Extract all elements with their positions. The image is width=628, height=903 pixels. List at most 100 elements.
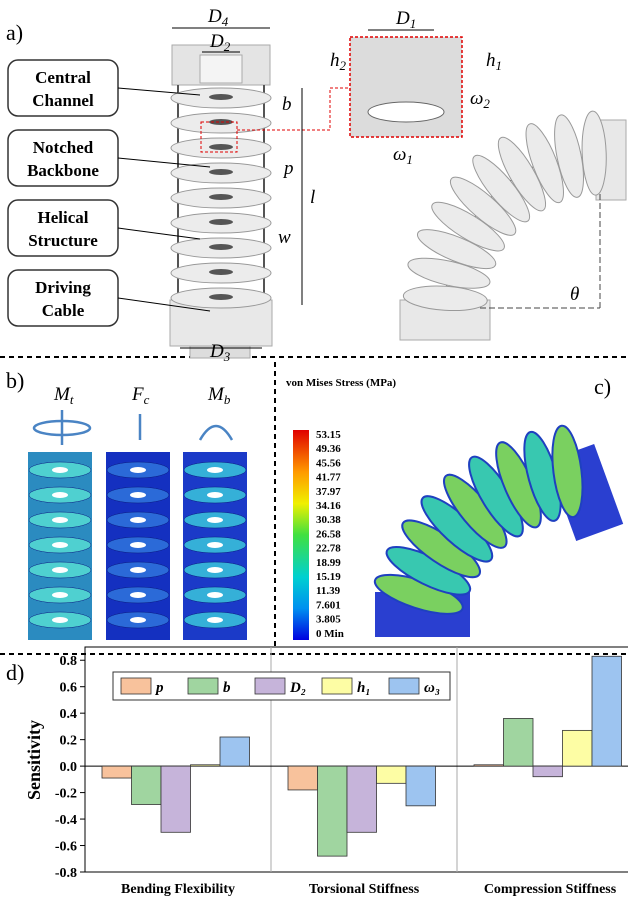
fea-hole — [130, 567, 146, 573]
component-label: Channel — [32, 91, 94, 110]
panel-label: d) — [6, 660, 24, 685]
component-label: Backbone — [27, 161, 99, 180]
bar — [504, 718, 534, 766]
notch — [368, 102, 444, 122]
legend-label: b — [223, 680, 231, 696]
colorbar-label: 37.97 — [316, 486, 341, 498]
colorbar-label: 45.56 — [316, 457, 341, 469]
y-tick-label: -0.2 — [55, 787, 77, 802]
x-tick-label: Compression Stiffness — [484, 882, 617, 897]
colorbar-label: 30.38 — [316, 514, 341, 526]
dim-label: ω2 — [470, 88, 490, 111]
y-tick-label: 0.4 — [60, 707, 78, 722]
load-label: Mt — [53, 384, 74, 407]
helix-hole — [209, 169, 233, 175]
colorbar — [293, 430, 309, 640]
bent-robot — [400, 111, 626, 340]
y-axis-label: Sensitivity — [24, 720, 44, 800]
bar — [533, 766, 563, 777]
fea-hole — [130, 492, 146, 498]
dim-label: h2 — [330, 50, 347, 73]
bar — [191, 765, 221, 766]
y-tick-label: 0.0 — [60, 760, 78, 775]
colorbar-label: 0 Min — [316, 628, 344, 640]
y-tick-label: -0.8 — [55, 866, 77, 881]
legend-label: h₁ — [357, 680, 371, 696]
fea-hole — [207, 492, 223, 498]
fea-columns: Mt Fc Mb — [28, 384, 247, 640]
y-tick-label: -0.6 — [55, 840, 77, 855]
robot-illustration — [170, 45, 272, 358]
colorbar-label: 7.601 — [316, 599, 341, 611]
bar — [347, 766, 377, 832]
colorbar-label: 49.36 — [316, 443, 341, 455]
colorbar-label: 26.58 — [316, 528, 341, 540]
fea-hole — [52, 492, 68, 498]
y-tick-label: -0.4 — [55, 813, 77, 828]
colorbar-labels: 53.1549.3645.5641.7737.9734.1630.3826.58… — [316, 429, 344, 640]
helix-hole — [209, 244, 233, 250]
dim-label: θ — [570, 284, 579, 305]
fea-hole — [52, 542, 68, 548]
fea-hole — [207, 567, 223, 573]
dim-label: b — [282, 94, 292, 115]
dim-label: D2 — [209, 31, 231, 54]
load-label: Mb — [207, 384, 231, 407]
panel-label: a) — [6, 20, 23, 45]
load-label: Fc — [131, 384, 150, 407]
panel-label: b) — [6, 368, 24, 393]
fea-hole — [52, 467, 68, 473]
bar — [318, 766, 348, 856]
fea-hole — [207, 592, 223, 598]
dim-label: D1 — [395, 8, 416, 31]
legend-label: ω₃ — [424, 680, 440, 696]
component-label: Helical — [38, 208, 89, 227]
legend-swatch — [255, 678, 285, 694]
figure: a) b) c) d) CentralChannelNotchedBackbon… — [0, 0, 628, 903]
colorbar-title: von Mises Stress (MPa) — [286, 377, 396, 389]
fea-hole — [130, 542, 146, 548]
y-tick-label: 0.6 — [60, 681, 78, 696]
helix-hole — [209, 94, 233, 100]
x-tick-label: Bending Flexibility — [121, 882, 235, 897]
colorbar-label: 53.15 — [316, 429, 341, 441]
colorbar-label: 18.99 — [316, 557, 341, 569]
moment-arrow — [200, 426, 232, 440]
bar — [288, 766, 318, 790]
colorbar-label: 41.77 — [316, 472, 341, 484]
legend-swatch — [389, 678, 419, 694]
dim-label: w — [278, 227, 291, 248]
colorbar-label: 3.805 — [316, 614, 341, 626]
legend-label: D₂ — [289, 680, 306, 696]
fea-hole — [130, 617, 146, 623]
colorbar-label: 22.78 — [316, 543, 341, 555]
fea-hole — [207, 542, 223, 548]
bar — [132, 766, 162, 804]
dim-label: D4 — [207, 6, 229, 29]
component-label: Structure — [28, 231, 98, 250]
colorbar-label: 11.39 — [316, 585, 341, 597]
bar — [563, 730, 593, 766]
channel — [200, 55, 242, 83]
fea-hole — [52, 617, 68, 623]
fea-hole — [52, 567, 68, 573]
fea-hole — [207, 617, 223, 623]
fea-hole — [130, 592, 146, 598]
helix-hole — [209, 269, 233, 275]
component-label: Cable — [42, 301, 85, 320]
helix-hole — [209, 219, 233, 225]
y-tick-label: 0.2 — [60, 734, 78, 749]
dim-label: p — [282, 158, 294, 179]
legend-swatch — [322, 678, 352, 694]
component-label: Notched — [33, 138, 94, 157]
leader — [118, 158, 210, 167]
fea-hole — [130, 517, 146, 523]
legend-swatch — [121, 678, 151, 694]
panel-label: c) — [594, 374, 611, 399]
fea-hole — [130, 467, 146, 473]
helix-hole — [209, 144, 233, 150]
bar — [592, 656, 622, 766]
dim-label: h1 — [486, 50, 502, 73]
chart: -0.8-0.6-0.4-0.20.00.20.40.60.8Sensitivi… — [24, 647, 628, 897]
fea-hole — [207, 517, 223, 523]
